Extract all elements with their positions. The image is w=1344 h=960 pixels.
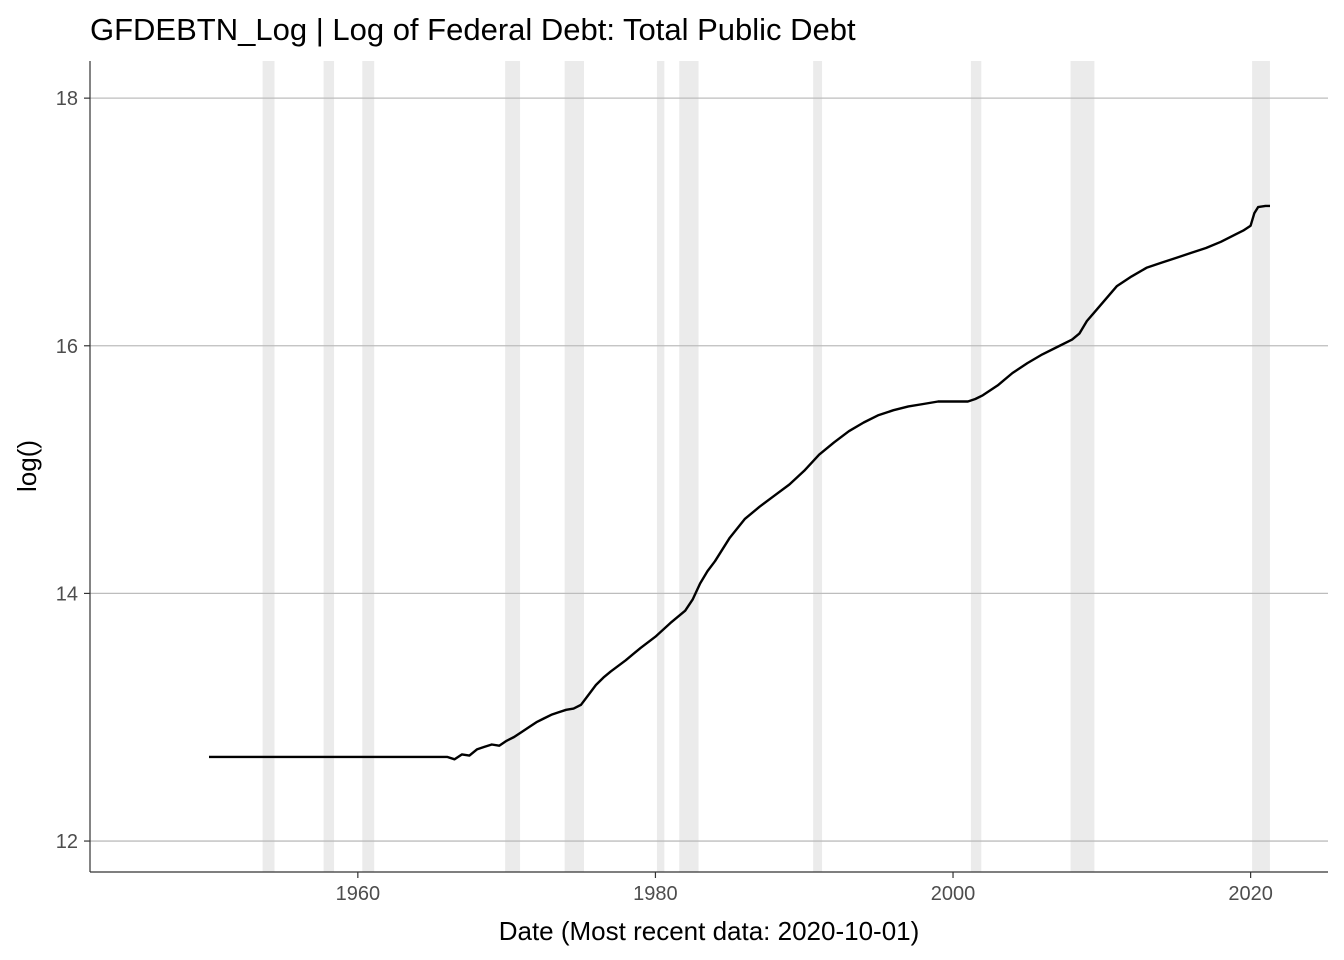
x-axis-label: Date (Most recent data: 2020-10-01) bbox=[499, 916, 920, 946]
recession-band-8 bbox=[813, 61, 823, 872]
recession-band-11 bbox=[1252, 61, 1270, 872]
recession-band-10 bbox=[1070, 61, 1095, 872]
plot-panel bbox=[90, 61, 1328, 872]
grid-lines bbox=[90, 97, 1328, 842]
recession-band-3 bbox=[362, 61, 375, 872]
recession-band-7 bbox=[679, 61, 699, 872]
x-tick-label-1960: 1960 bbox=[336, 883, 381, 905]
recession-band-1 bbox=[262, 61, 275, 872]
chart-title: GFDEBTN_Log | Log of Federal Debt: Total… bbox=[90, 12, 856, 47]
recession-band-2 bbox=[323, 61, 335, 872]
recession-band-9 bbox=[970, 61, 982, 872]
recession-band-6 bbox=[656, 61, 665, 872]
y-tick-label-18: 18 bbox=[56, 88, 78, 110]
x-tick-label-1980: 1980 bbox=[633, 883, 678, 905]
y-tick-label-12: 12 bbox=[56, 831, 78, 853]
recession-bands bbox=[262, 61, 1270, 872]
recession-band-5 bbox=[564, 61, 585, 872]
y-tick-label-14: 14 bbox=[56, 583, 78, 605]
y-axis-label: log() bbox=[12, 440, 42, 492]
series-layer bbox=[209, 204, 1270, 761]
y-tick-label-16: 16 bbox=[56, 336, 78, 358]
axes: 1960 1980 2000 2020 12 14 16 18 bbox=[56, 61, 1328, 905]
x-tick-label-2000: 2000 bbox=[931, 883, 976, 905]
recession-band-4 bbox=[505, 61, 521, 872]
x-tick-label-2020: 2020 bbox=[1228, 883, 1273, 905]
series-line-1 bbox=[209, 204, 1270, 761]
